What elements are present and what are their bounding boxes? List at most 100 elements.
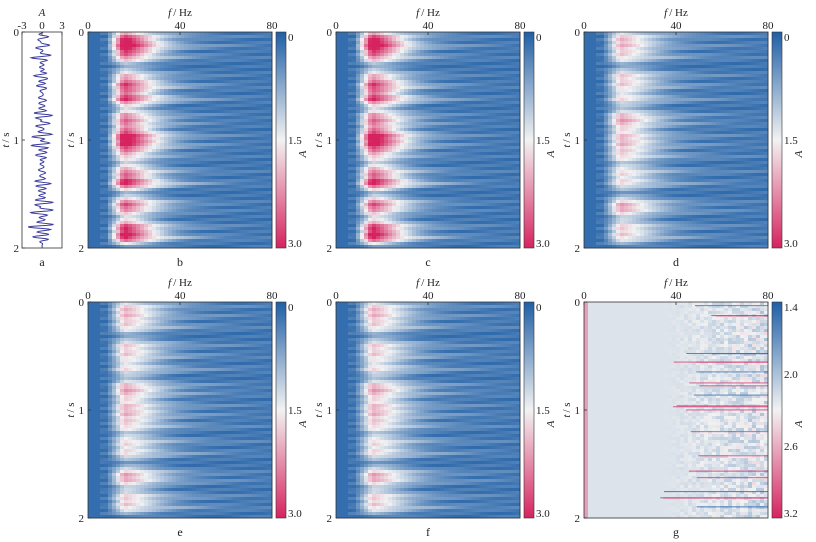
heatmap-cell (492, 77, 497, 81)
heatmap-cell (152, 116, 157, 120)
heatmap-cell (112, 74, 117, 78)
heatmap-cell (108, 197, 113, 201)
heatmap-cell (256, 44, 261, 48)
heatmap-cell (264, 98, 269, 102)
heatmap-cell (124, 209, 129, 213)
heatmap-cell (136, 35, 141, 39)
heatmap-cell (108, 32, 113, 36)
heatmap-cell (100, 215, 105, 219)
heatmap-cell (260, 47, 265, 51)
heatmap-cell (236, 71, 241, 75)
heatmap-cell (384, 92, 389, 96)
heatmap-cell (392, 113, 397, 117)
heatmap-cell (176, 188, 181, 192)
heatmap-cell (136, 194, 141, 198)
heatmap-cell (144, 227, 149, 231)
heatmap-cell (120, 89, 125, 93)
heatmap-cell (100, 56, 105, 60)
heatmap-cell (360, 50, 365, 54)
heatmap-cell (236, 146, 241, 150)
heatmap-cell (164, 104, 169, 108)
heatmap-cell (408, 122, 413, 126)
heatmap-cell (340, 68, 345, 72)
heatmap-cell (340, 125, 345, 129)
heatmap-cell (448, 110, 453, 114)
heatmap-cell (240, 164, 245, 168)
heatmap-cell (336, 104, 341, 108)
heatmap-cell (160, 227, 165, 231)
heatmap-cell (180, 155, 185, 159)
heatmap-cell (392, 44, 397, 48)
heatmap-cell (120, 233, 125, 237)
heatmap-cell (440, 116, 445, 120)
heatmap-cell (188, 38, 193, 42)
heatmap-cell (104, 104, 109, 108)
heatmap-cell (152, 194, 157, 198)
heatmap-cell (112, 92, 117, 96)
heatmap-cell (372, 107, 377, 111)
heatmap-cell (484, 101, 489, 105)
y-tick-label: 1 (14, 135, 20, 147)
heatmap-cell (408, 80, 413, 84)
heatmap-cell (104, 116, 109, 120)
heatmap-cell (232, 68, 237, 72)
heatmap-cell (156, 107, 161, 111)
heatmap-cell (208, 197, 213, 201)
heatmap-cell (152, 236, 157, 240)
heatmap-cell (216, 212, 221, 216)
heatmap-cell (204, 179, 209, 183)
heatmap-cell (228, 161, 233, 165)
heatmap-cell (124, 155, 129, 159)
heatmap-cell (120, 239, 125, 243)
heatmap-cell (196, 137, 201, 141)
heatmap-cell (240, 161, 245, 165)
heatmap-cell (476, 77, 481, 81)
heatmap-cell (148, 194, 153, 198)
heatmap-cell (336, 101, 341, 105)
heatmap-cell (244, 53, 249, 57)
heatmap-cell (220, 149, 225, 153)
heatmap-cell (240, 89, 245, 93)
heatmap-cell (376, 92, 381, 96)
heatmap-cell (184, 191, 189, 195)
heatmap-cell (384, 86, 389, 90)
heatmap-cell (164, 74, 169, 78)
heatmap-cell (120, 62, 125, 66)
heatmap-cell (260, 74, 265, 78)
heatmap-cell (132, 119, 137, 123)
heatmap-cell (96, 188, 101, 192)
heatmap-cell (340, 59, 345, 63)
heatmap-cell (356, 119, 361, 123)
heatmap-cell (248, 122, 253, 126)
heatmap-cell (168, 173, 173, 177)
heatmap-cell (352, 125, 357, 129)
heatmap-cell (216, 227, 221, 231)
heatmap-cell (168, 143, 173, 147)
heatmap-cell (212, 191, 217, 195)
heatmap-cell (396, 38, 401, 42)
heatmap-cell (88, 47, 93, 51)
heatmap-cell (172, 77, 177, 81)
heatmap-cell (232, 152, 237, 156)
heatmap-cell (244, 173, 249, 177)
heatmap-cell (228, 230, 233, 234)
heatmap-cell (452, 47, 457, 51)
heatmap-cell (96, 206, 101, 210)
heatmap-cell (164, 68, 169, 72)
heatmap-cell (128, 74, 133, 78)
heatmap-cell (452, 128, 457, 132)
heatmap-cell (152, 41, 157, 45)
heatmap-cell (96, 86, 101, 90)
heatmap-cell (120, 182, 125, 186)
heatmap-cell (228, 173, 233, 177)
heatmap-cell (184, 65, 189, 69)
heatmap-cell (456, 95, 461, 99)
heatmap-cell (212, 62, 217, 66)
heatmap-cell (216, 62, 221, 66)
heatmap-cell (140, 101, 145, 105)
heatmap-cell (240, 233, 245, 237)
heatmap-cell (432, 77, 437, 81)
heatmap-cell (376, 116, 381, 120)
heatmap-cell (248, 179, 253, 183)
heatmap-cell (124, 149, 129, 153)
